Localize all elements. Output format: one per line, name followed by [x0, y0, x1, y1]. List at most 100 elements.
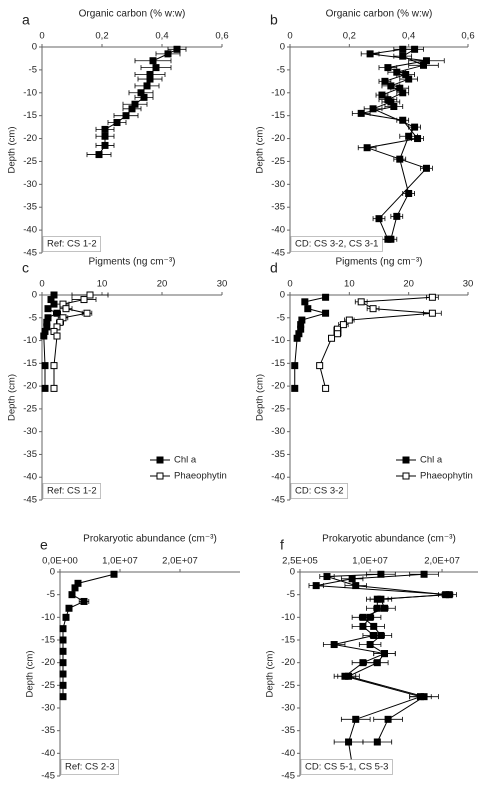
- series-line: [361, 48, 428, 240]
- y-tick-label: -35: [271, 202, 285, 213]
- y-tick-label: 0: [32, 42, 37, 53]
- x-tick-label: 0,4: [402, 31, 415, 42]
- data-point: [71, 584, 79, 592]
- data-point: [420, 570, 428, 578]
- x-tick-label: 0,0E+00: [42, 556, 78, 567]
- panel-label: d: [270, 260, 278, 276]
- panel-label: c: [22, 260, 29, 276]
- data-point: [399, 52, 407, 60]
- data-point: [378, 91, 386, 99]
- y-tick-label: 0: [280, 42, 285, 53]
- y-axis-label: Depth (cm): [265, 651, 276, 698]
- y-tick-label: -45: [271, 248, 285, 259]
- data-point: [384, 715, 392, 723]
- x-tick-label: 0: [39, 31, 44, 42]
- data-point: [393, 212, 401, 220]
- y-tick-label: -5: [29, 64, 37, 75]
- data-point: [322, 309, 330, 317]
- data-point: [65, 604, 73, 612]
- annotation: CD: CS 3-2: [295, 486, 344, 497]
- y-tick-label: -20: [23, 133, 37, 144]
- data-point: [330, 641, 338, 649]
- data-point: [293, 334, 301, 342]
- x-tick-label: 1,0E+07: [352, 556, 388, 567]
- y-axis-label: Depth (cm): [255, 127, 266, 174]
- y-tick-label: -40: [23, 225, 37, 236]
- y-tick-label: -30: [41, 703, 55, 714]
- y-tick-label: -25: [271, 156, 285, 167]
- x-tick-label: 20: [157, 279, 168, 290]
- y-tick-label: -15: [23, 358, 37, 369]
- y-tick-label: -20: [41, 657, 55, 668]
- legend-marker: [156, 472, 164, 480]
- annotation-box: [290, 483, 348, 499]
- y-tick-label: -25: [23, 156, 37, 167]
- data-point: [301, 298, 309, 306]
- data-point: [366, 641, 374, 649]
- y-tick-label: -45: [23, 248, 37, 259]
- legend-marker: [402, 472, 410, 480]
- x-tick-label: 0,6: [461, 31, 474, 42]
- data-point: [399, 45, 407, 53]
- data-point: [339, 321, 347, 329]
- chart-title: Prokaryotic abundance (cm⁻³): [322, 534, 456, 545]
- series-line: [326, 573, 446, 765]
- x-tick-label: 0,6: [215, 31, 228, 42]
- data-point: [363, 144, 371, 152]
- y-tick-label: -5: [287, 589, 295, 600]
- annotation-box: [290, 236, 383, 252]
- y-axis-label: Depth (cm): [7, 374, 18, 421]
- data-point: [402, 70, 410, 78]
- y-tick-label: -35: [281, 725, 295, 736]
- data-point: [128, 105, 136, 113]
- data-point: [369, 105, 377, 113]
- data-point: [359, 659, 367, 667]
- annotation: CD: CS 3-2, CS 3-1: [295, 239, 378, 250]
- y-tick-label: -5: [29, 312, 37, 323]
- data-point: [373, 604, 381, 612]
- data-point: [405, 132, 413, 140]
- y-tick-label: -10: [271, 87, 285, 98]
- data-point: [291, 362, 299, 370]
- data-point: [80, 597, 88, 605]
- legend-marker: [156, 456, 164, 464]
- chart-title: Pigments (ng cm⁻³): [336, 257, 423, 268]
- data-point: [68, 591, 76, 599]
- data-point: [428, 293, 436, 301]
- chart-title: Organic carbon (% w:w): [326, 9, 433, 20]
- y-axis-label: Depth (cm): [25, 651, 36, 698]
- data-point: [113, 119, 121, 127]
- y-tick-label: -10: [23, 87, 37, 98]
- data-point: [396, 84, 404, 92]
- data-point: [373, 738, 381, 746]
- y-tick-label: -15: [271, 358, 285, 369]
- y-tick-label: 0: [280, 290, 285, 301]
- data-point: [359, 622, 367, 630]
- y-tick-label: -45: [23, 495, 37, 506]
- y-tick-label: -25: [23, 403, 37, 414]
- panel-label: e: [40, 537, 48, 553]
- data-point: [369, 305, 377, 313]
- y-tick-label: -40: [23, 472, 37, 483]
- x-tick-label: 0,2: [343, 31, 356, 42]
- y-tick-label: -30: [271, 426, 285, 437]
- y-tick-label: 0: [50, 567, 55, 578]
- data-point: [40, 332, 48, 340]
- y-tick-label: -30: [23, 179, 37, 190]
- data-point: [396, 155, 404, 163]
- y-tick-label: -10: [281, 612, 295, 623]
- series-line: [370, 48, 427, 240]
- x-tick-label: 1,0E+07: [102, 556, 138, 567]
- annotation: Ref: CS 2-3: [65, 762, 115, 773]
- data-point: [373, 595, 381, 603]
- data-point: [322, 384, 330, 392]
- data-point: [375, 215, 383, 223]
- x-tick-label: 2,5E+05: [282, 556, 318, 567]
- annotation-box: [300, 759, 393, 775]
- chart-title: Pigments (ng cm⁻³): [89, 257, 176, 268]
- data-point: [323, 573, 331, 581]
- panel-label: f: [280, 537, 284, 553]
- data-point: [149, 57, 157, 65]
- data-point: [122, 112, 130, 120]
- x-tick-label: 2,0E+07: [162, 556, 198, 567]
